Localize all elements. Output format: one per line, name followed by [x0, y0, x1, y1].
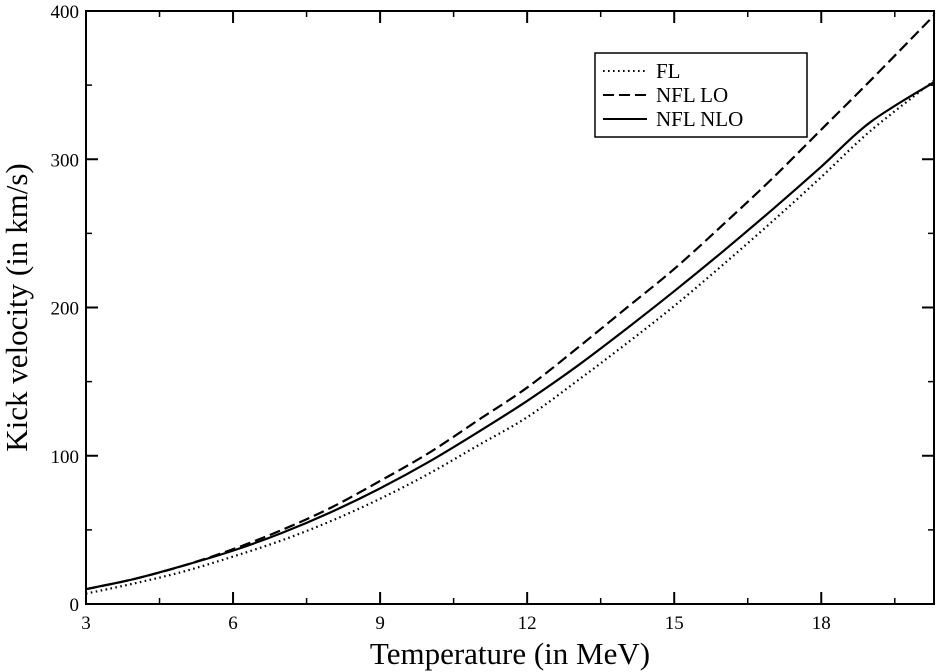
x-tick-label: 3 — [81, 613, 91, 634]
x-tick-label: 18 — [812, 613, 831, 634]
y-tick-label: 0 — [70, 595, 80, 616]
axes: 3 6 9 12 15 18 0 100 200 300 400 — [51, 2, 935, 634]
plot-area — [85, 14, 935, 595]
y-tick-label: 300 — [51, 150, 80, 171]
series-line-fl — [85, 79, 935, 595]
x-tick-label: 6 — [228, 613, 238, 634]
series-line-nfl-nlo — [85, 81, 935, 591]
x-tick-label: 12 — [518, 613, 537, 634]
legend-label-nfl-lo: NFL LO — [656, 83, 728, 107]
y-tick-label: 100 — [51, 447, 80, 468]
y-axis-label: Kick velocity (in km/s) — [0, 163, 34, 451]
x-axis-label: Temperature (in MeV) — [370, 636, 650, 671]
legend-label-fl: FL — [656, 59, 681, 83]
legend-box — [594, 52, 808, 138]
series-line-nfl-lo — [85, 14, 935, 591]
legend-label-nfl-nlo: NFL NLO — [656, 107, 743, 131]
x-tick-label: 15 — [665, 613, 684, 634]
y-tick-label: 400 — [51, 2, 80, 23]
x-tick-label: 9 — [375, 613, 385, 634]
y-tick-label: 200 — [51, 299, 80, 320]
